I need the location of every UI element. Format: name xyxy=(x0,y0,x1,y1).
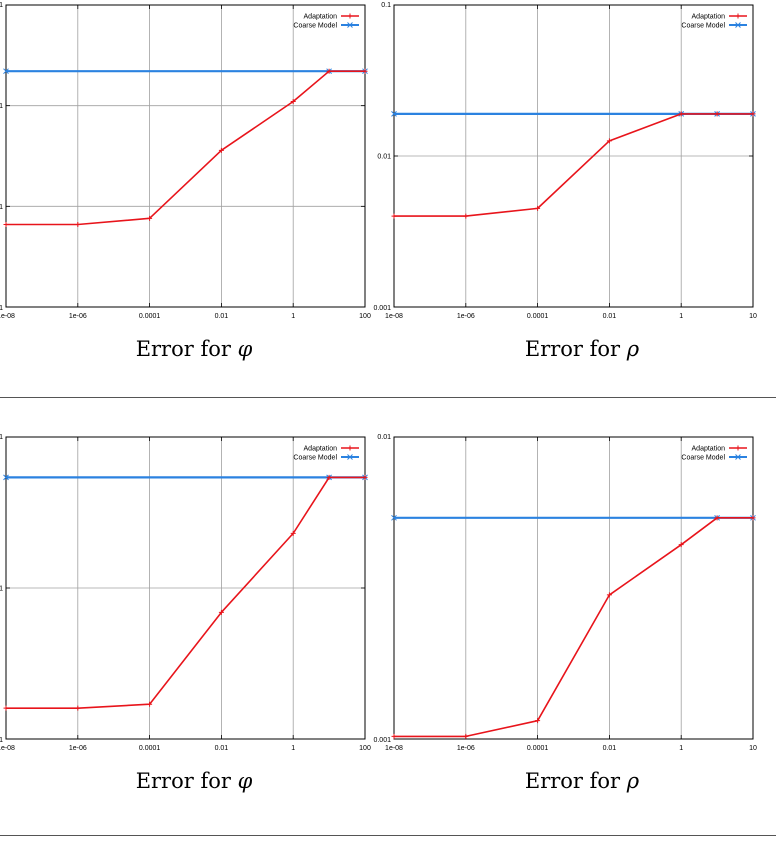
divider-bottom xyxy=(0,835,776,836)
caption-text-3: Error for xyxy=(136,769,231,793)
series-line-adaptation xyxy=(394,518,753,737)
legend-label-adaptation: Adaptation xyxy=(692,446,726,453)
legend-label-coarse-model: Coarse Model xyxy=(293,455,337,462)
chart-svg-3: 1e-08 1e-06 0.0001 0.01 1 100 0.0001 0.001 0.01 A… xyxy=(0,432,388,762)
caption-4: Error for ρ xyxy=(388,769,776,793)
legend-label-adaptation: Adaptation xyxy=(304,14,338,21)
point-adaptation xyxy=(463,214,468,219)
point-adaptation xyxy=(463,734,468,739)
x-tick-label: 1 xyxy=(291,313,295,320)
x-tick-label: 1e-06 xyxy=(69,313,87,320)
caption-symbol-2: ρ xyxy=(627,337,639,361)
y-tick-label: 0.01 xyxy=(377,154,391,161)
x-tick-label: 0.0001 xyxy=(527,745,549,752)
x-tick-label: 1e-06 xyxy=(69,745,87,752)
point-adaptation xyxy=(75,706,80,711)
x-tick-label: 1 xyxy=(679,313,683,320)
caption-text-2: Error for xyxy=(525,337,620,361)
caption-text-4: Error for xyxy=(525,769,620,793)
x-tick-label: 1 xyxy=(679,745,683,752)
x-tick-label: 0.0001 xyxy=(139,745,161,752)
x-tick-label: 0.0001 xyxy=(527,313,549,320)
divider-top xyxy=(0,397,776,398)
x-tick-label: 1e-06 xyxy=(457,313,475,320)
y-tick-label: 0.01 xyxy=(377,434,391,441)
x-tick-label: 100 xyxy=(359,745,371,752)
series-line-adaptation xyxy=(6,71,365,224)
y-tick-label: 0.001 xyxy=(373,305,391,312)
plot-frame xyxy=(394,437,753,739)
caption-text-1: Error for xyxy=(136,337,231,361)
caption-symbol-3: φ xyxy=(238,769,253,793)
legend-marker-adaptation xyxy=(736,14,741,19)
x-tick-label: 0.0001 xyxy=(139,313,161,320)
x-tick-label: 1e-08 xyxy=(0,745,15,752)
x-tick-label: 0.01 xyxy=(215,745,229,752)
x-tick-label: 10 xyxy=(749,745,757,752)
legend-label-adaptation: Adaptation xyxy=(304,446,338,453)
legend-marker-adaptation xyxy=(736,446,741,451)
y-tick-label: 0.001 xyxy=(0,586,3,593)
chart-svg-2: 1e-08 1e-06 0.0001 0.01 1 10 0.001 0.01 0.1 Adapt… xyxy=(388,0,776,330)
x-tick-label: 1e-08 xyxy=(385,745,403,752)
x-tick-label: 1e-08 xyxy=(0,313,15,320)
y-tick-label: 0.01 xyxy=(0,103,3,110)
y-tick-label: 0.001 xyxy=(0,204,3,211)
point-adaptation xyxy=(75,222,80,227)
y-tick-label: 0.01 xyxy=(0,434,3,441)
x-tick-label: 1e-08 xyxy=(385,313,403,320)
legend-label-coarse-model: Coarse Model xyxy=(681,455,725,462)
point-adaptation xyxy=(4,706,9,711)
point-adaptation xyxy=(4,222,9,227)
y-tick-label: 0.001 xyxy=(373,737,391,744)
caption-symbol-1: φ xyxy=(238,337,253,361)
x-tick-label: 0.01 xyxy=(603,313,617,320)
x-tick-label: 0.01 xyxy=(603,745,617,752)
caption-2: Error for ρ xyxy=(388,337,776,361)
caption-1: Error for φ xyxy=(0,337,388,361)
x-tick-label: 100 xyxy=(359,313,371,320)
point-adaptation xyxy=(392,734,397,739)
legend-label-adaptation: Adaptation xyxy=(692,14,726,21)
legend-label-coarse-model: Coarse Model xyxy=(293,23,337,30)
chart-panel-phi-2: 1e-08 1e-06 0.0001 0.01 1 100 0.0001 0.001 0.01 A… xyxy=(0,432,388,842)
caption-3: Error for φ xyxy=(0,769,388,793)
chart-panel-rho-2: 1e-08 1e-06 0.0001 0.01 1 10 0.001 0.01 Adaptati… xyxy=(388,432,776,842)
legend-label-coarse-model: Coarse Model xyxy=(681,23,725,30)
x-tick-label: 1e-06 xyxy=(457,745,475,752)
chart-svg-1: 1e-08 1e-06 0.0001 0.01 1 100 0.0001 0.001 0.01 0… xyxy=(0,0,388,330)
plot-frame xyxy=(6,5,365,307)
x-tick-label: 10 xyxy=(749,313,757,320)
y-tick-label: 0.1 xyxy=(0,2,3,9)
y-tick-label: 0.1 xyxy=(381,2,391,9)
x-tick-label: 0.01 xyxy=(215,313,229,320)
y-tick-label: 0.0001 xyxy=(0,737,3,744)
series-line-adaptation xyxy=(394,114,753,216)
point-adaptation xyxy=(392,214,397,219)
x-tick-label: 1 xyxy=(291,745,295,752)
chart-panel-rho-1: 1e-08 1e-06 0.0001 0.01 1 10 0.001 0.01 0.1 Adapt… xyxy=(388,0,776,410)
y-tick-label: 0.0001 xyxy=(0,305,3,312)
caption-symbol-4: ρ xyxy=(627,769,639,793)
chart-svg-4: 1e-08 1e-06 0.0001 0.01 1 10 0.001 0.01 Adaptati… xyxy=(388,432,776,762)
series-line-adaptation xyxy=(6,477,365,708)
chart-panel-phi-1: 1e-08 1e-06 0.0001 0.01 1 100 0.0001 0.001 0.01 0… xyxy=(0,0,388,410)
legend-marker-adaptation xyxy=(348,14,353,19)
legend-marker-adaptation xyxy=(348,446,353,451)
